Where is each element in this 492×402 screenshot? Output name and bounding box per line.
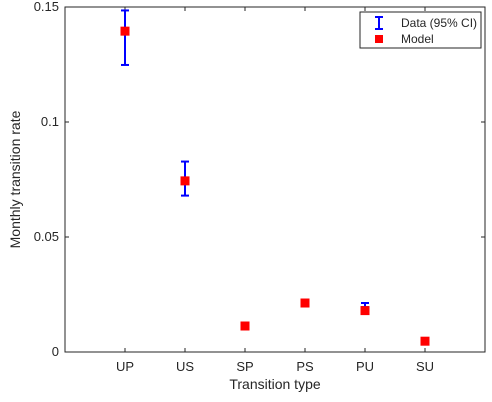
y-tick-label: 0.1	[41, 114, 59, 129]
model-point	[240, 321, 250, 331]
x-tick-label: UP	[116, 359, 134, 374]
model-point	[360, 306, 370, 316]
x-axis-ticks: UP US SP PS PU SU	[116, 7, 434, 374]
model-point	[120, 26, 130, 36]
x-tick-label: PS	[296, 359, 314, 374]
legend-label-data: Data (95% CI)	[401, 16, 477, 30]
x-axis-label: Transition type	[229, 376, 321, 392]
model-point	[300, 298, 310, 308]
x-tick-label: US	[176, 359, 194, 374]
y-tick-label: 0	[52, 344, 59, 359]
y-axis-ticks: 0 0.05 0.1 0.15	[34, 0, 485, 359]
model-point	[180, 176, 190, 186]
legend-label-model: Model	[401, 32, 434, 46]
x-tick-label: SP	[236, 359, 253, 374]
plot-area	[64, 6, 486, 353]
y-axis-label: Monthly transition rate	[7, 110, 23, 248]
y-tick-label: 0.15	[34, 0, 59, 14]
x-tick-label: SU	[416, 359, 434, 374]
legend-square-symbol	[375, 35, 383, 43]
legend-errorbar-symbol	[375, 16, 383, 30]
data-marks	[120, 9, 430, 346]
model-point	[420, 336, 430, 346]
x-tick-label: PU	[356, 359, 374, 374]
y-tick-label: 0.05	[34, 229, 59, 244]
legend: Data (95% CI) Model	[359, 11, 482, 49]
